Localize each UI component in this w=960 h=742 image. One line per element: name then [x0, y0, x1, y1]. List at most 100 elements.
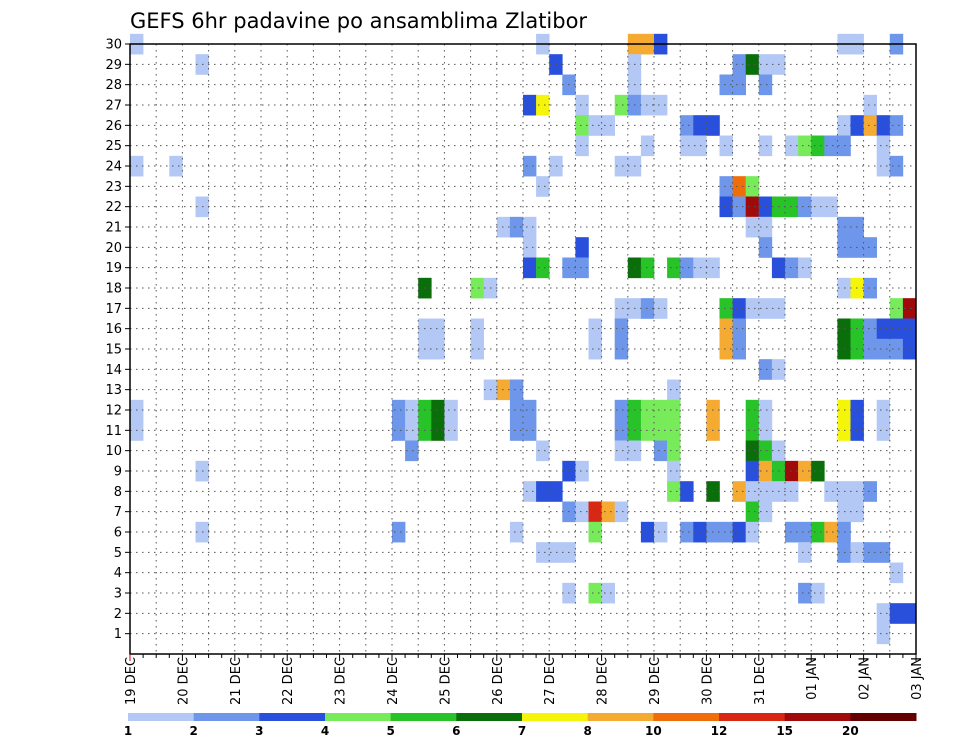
- y-tick-label: 29: [105, 58, 122, 73]
- y-tick-label: 8: [114, 485, 122, 500]
- precip-cell: [470, 277, 484, 299]
- y-tick-label: 27: [105, 99, 122, 114]
- x-tick-label: 02 JAN: [858, 657, 873, 700]
- y-tick-label: 30: [105, 38, 122, 53]
- precip-cell: [889, 562, 904, 584]
- precip-cell: [667, 379, 681, 401]
- precip-cell: [601, 582, 615, 604]
- precip-cell: [745, 481, 760, 502]
- x-tick-label: 25 DEC: [438, 657, 453, 705]
- precip-cell: [719, 298, 733, 319]
- precip-cell: [719, 135, 733, 157]
- precip-cell: [758, 481, 773, 502]
- precip-cell: [667, 481, 681, 502]
- precip-cell: [680, 521, 694, 543]
- precip-cell: [614, 298, 629, 319]
- y-tick-label: 6: [114, 526, 122, 541]
- y-tick-label: 19: [105, 261, 122, 276]
- precip-cell: [444, 399, 458, 421]
- colorbar-swatch: [653, 713, 720, 721]
- precip-cell: [758, 196, 773, 218]
- colorbar-label: 15: [776, 724, 793, 738]
- colorbar-swatch: [128, 713, 195, 721]
- precip-cell: [758, 440, 773, 462]
- precip-cell: [575, 135, 589, 157]
- precip-cell: [758, 420, 773, 441]
- precip-cell: [745, 298, 760, 319]
- precip-cell: [798, 542, 812, 563]
- precip-cell: [392, 420, 406, 441]
- y-tick-label: 28: [105, 78, 122, 93]
- precip-cell: [536, 176, 550, 197]
- y-tick-label: 16: [105, 322, 122, 337]
- precip-cell: [523, 155, 537, 177]
- precip-cell: [405, 440, 419, 462]
- colorbar-swatch: [259, 713, 326, 721]
- colorbar-swatch: [193, 713, 260, 721]
- precip-cell: [889, 603, 904, 624]
- precip-cell: [536, 257, 550, 279]
- precip-cell: [758, 399, 773, 421]
- precip-cell: [732, 54, 746, 75]
- precip-cell: [785, 481, 799, 502]
- precip-cell: [758, 135, 773, 157]
- y-tick-label: 5: [114, 546, 122, 561]
- precip-cell: [588, 338, 602, 360]
- precip-cell: [680, 115, 694, 136]
- precip-cell: [758, 74, 773, 96]
- precip-cell: [889, 298, 904, 319]
- y-tick-label: 17: [105, 302, 122, 317]
- precip-cell: [667, 460, 681, 482]
- precip-cell: [640, 420, 655, 441]
- precip-cell: [719, 196, 733, 218]
- precip-cell: [824, 196, 838, 218]
- precip-cell: [575, 501, 589, 523]
- precip-cell: [811, 135, 825, 157]
- precip-cell: [614, 318, 629, 340]
- precip-cell: [732, 521, 746, 543]
- precip-cell: [719, 74, 733, 96]
- precip-cell: [680, 481, 694, 502]
- precip-cell: [758, 298, 773, 319]
- y-tick-label: 22: [105, 200, 122, 215]
- precip-cell: [758, 460, 773, 482]
- precip-cell: [876, 542, 891, 563]
- y-tick-label: 11: [105, 424, 122, 439]
- precip-cell: [876, 115, 891, 136]
- precip-cell: [536, 94, 550, 116]
- x-tick-label: 19 DEC: [124, 657, 139, 705]
- precip-cell: [863, 277, 877, 299]
- colorbar-label: 3: [255, 724, 263, 738]
- precip-cell: [745, 399, 760, 421]
- precip-cell: [719, 318, 733, 340]
- precip-cell: [876, 135, 891, 157]
- precip-cell: [745, 460, 760, 482]
- precip-cell: [614, 420, 629, 441]
- precip-cell: [719, 338, 733, 360]
- precip-cell: [640, 521, 655, 543]
- precip-cell: [667, 440, 681, 462]
- precip-cell: [654, 440, 668, 462]
- colorbar-label: 12: [711, 724, 728, 738]
- precip-cell: [588, 501, 602, 523]
- precip-cell: [785, 521, 799, 543]
- precip-cell: [614, 155, 629, 177]
- y-tick-label: 20: [105, 241, 122, 256]
- precip-cell: [732, 338, 746, 360]
- precip-cell: [889, 318, 904, 340]
- precip-cell: [405, 420, 419, 441]
- precip-cell: [523, 420, 537, 441]
- precip-cell: [575, 460, 589, 482]
- precip-cell: [392, 521, 406, 543]
- precip-cell: [798, 582, 812, 604]
- precip-cell: [863, 338, 877, 360]
- precip-cell: [654, 399, 668, 421]
- precip-cell: [614, 338, 629, 360]
- y-tick-label: 26: [105, 119, 122, 134]
- precip-cell: [640, 135, 655, 157]
- colorbar-swatch: [325, 713, 392, 721]
- precip-cell: [536, 481, 550, 502]
- colorbar-label: 7: [518, 724, 526, 738]
- x-tick-label: 31 DEC: [753, 657, 768, 705]
